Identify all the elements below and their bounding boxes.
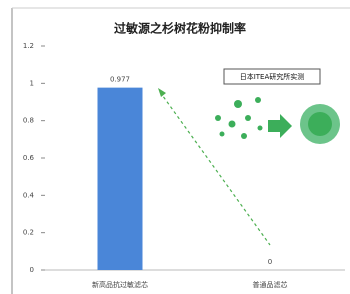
data-label: 0.977	[110, 76, 130, 84]
bar	[98, 88, 143, 270]
annotation: 日本ITEA研究所实测	[240, 72, 305, 81]
data-label: 0	[268, 258, 272, 266]
x-tick-label: 普通品滤芯	[253, 280, 288, 289]
y-tick-label: 0.8	[23, 117, 34, 125]
x-tick-label: 新高品抗过敏滤芯	[92, 280, 148, 289]
y-tick-label: 0.6	[23, 154, 35, 162]
chart: 过敏源之杉树花粉抑制率 日本ITEA研究所实测 0 0.2 0.4 0.6 0.8 1 1.…	[0, 0, 350, 294]
chart-title: 过敏源之杉树花粉抑制率	[114, 21, 246, 36]
y-tick-label: 1	[30, 79, 34, 87]
y-tick-label: 0.4	[23, 191, 35, 199]
background	[0, 0, 350, 294]
y-tick-label: 1.2	[23, 42, 34, 50]
page: 过敏源之杉树花粉抑制率 日本ITEA研究所实测 0 0.2 0.4 0.6 0.8 1 1.…	[0, 0, 350, 294]
y-tick-label: 0	[30, 266, 34, 274]
y-tick-label: 0.2	[23, 229, 34, 237]
